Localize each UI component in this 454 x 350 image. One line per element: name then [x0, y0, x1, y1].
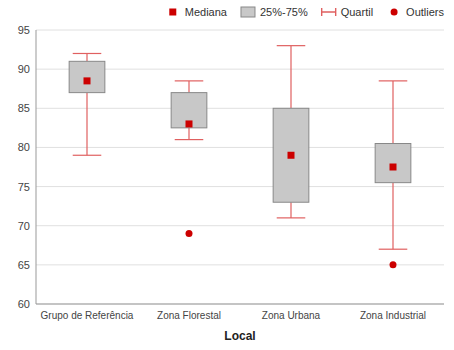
chart: 60 65 70 75 80 85 90 95 Grupo de Referência Zona …: [0, 0, 454, 350]
grid-line: [36, 108, 444, 109]
y-tick-label: 60: [18, 298, 30, 310]
legend-item: Quartil: [322, 6, 373, 18]
grid-line: [36, 304, 444, 305]
outlier: [186, 230, 193, 237]
median: [390, 164, 397, 171]
whisker-high: [290, 46, 291, 109]
y-tick-label: 75: [18, 181, 30, 193]
y-tick-label: 85: [18, 102, 30, 114]
legend-swatch: [322, 8, 336, 16]
median: [288, 152, 295, 159]
legend-swatch: [391, 9, 398, 16]
grid-line: [36, 264, 444, 265]
x-tick-label: Zona Industrial: [360, 310, 426, 321]
median: [84, 77, 91, 84]
whisker-cap-low: [379, 249, 408, 250]
box: [171, 93, 207, 128]
x-tick-label: Zona Florestal: [157, 310, 221, 321]
legend-label: 25%-75%: [260, 6, 308, 18]
legend-label: Mediana: [185, 6, 228, 18]
y-tick-label: 95: [18, 24, 30, 36]
box: [69, 61, 105, 92]
whisker-low: [392, 183, 393, 250]
whisker-low: [86, 93, 87, 156]
legend-label: Quartil: [341, 6, 373, 18]
y-tick-label: 90: [18, 63, 30, 75]
x-axis: [36, 304, 444, 305]
legend-item: Mediana: [169, 6, 228, 18]
box: [273, 108, 309, 202]
grid-line: [36, 186, 444, 187]
legend: Mediana 25%-75% Quartil Outliers: [169, 6, 444, 18]
grid-line: [36, 225, 444, 226]
legend-swatch: [241, 7, 255, 17]
whisker-high: [86, 53, 87, 61]
median: [186, 120, 193, 127]
y-tick-label: 80: [18, 141, 30, 153]
grid: [36, 30, 444, 304]
outlier: [390, 261, 397, 268]
legend-swatch: [169, 9, 176, 16]
whisker-cap-low: [277, 217, 306, 218]
legend-item: Outliers: [391, 6, 445, 18]
x-tick-label: Grupo de Referência: [41, 310, 134, 321]
whisker-cap-low: [73, 155, 102, 156]
marks: [69, 46, 411, 269]
box: [375, 144, 411, 183]
whisker-cap-high: [175, 80, 204, 81]
x-axis-label: Local: [224, 329, 255, 343]
whisker-cap-high: [379, 80, 408, 81]
legend-item: 25%-75%: [241, 6, 308, 18]
y-tick-label: 65: [18, 259, 30, 271]
whisker-cap-low: [175, 139, 204, 140]
whisker-cap-high: [277, 45, 306, 46]
whisker-high: [392, 81, 393, 144]
whisker-cap-high: [73, 53, 102, 54]
whisker-low: [188, 128, 189, 140]
legend-label: Outliers: [406, 6, 444, 18]
whisker-high: [188, 81, 189, 93]
whisker-low: [290, 202, 291, 218]
y-axis: [36, 30, 37, 304]
x-tick-label: Zona Urbana: [262, 310, 321, 321]
y-tick-label: 70: [18, 220, 30, 232]
grid-line: [36, 30, 444, 31]
